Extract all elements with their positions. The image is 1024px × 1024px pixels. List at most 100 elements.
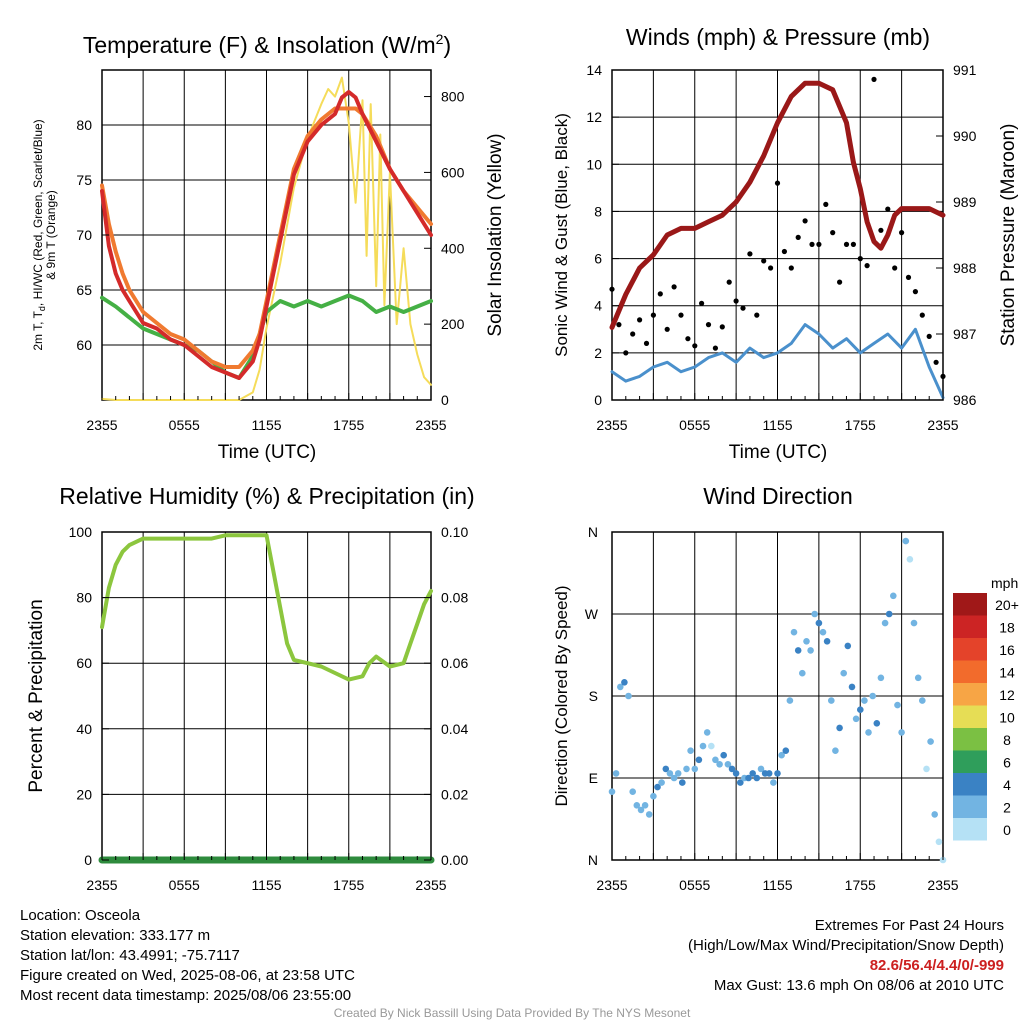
gust-point — [926, 333, 932, 339]
winds-ytick-label: 12 — [586, 109, 602, 125]
temp-xtick-label: 1155 — [251, 417, 281, 433]
max-gust: Max Gust: 13.6 mph On 08/06 at 2010 UTC — [713, 977, 1004, 994]
gust-point — [802, 218, 808, 224]
gust-point — [905, 274, 912, 280]
direction-point — [720, 751, 727, 759]
temp-ytick-label-right: 800 — [441, 89, 465, 105]
temp-series — [100, 76, 433, 401]
direction-point — [645, 811, 653, 818]
gust-point — [830, 230, 836, 236]
gust-point — [871, 76, 877, 82]
rh-ytick-label: 0 — [84, 852, 92, 868]
temp-ticks: 2355 0555 1155 1755 235560657075800200400600… — [76, 89, 464, 433]
colorbar-label: 8 — [1003, 732, 1011, 748]
direction-point — [902, 537, 910, 545]
winds-xlabel: Time (UTC) — [729, 442, 828, 463]
direction-point — [716, 761, 723, 768]
extremes-subtitle: (High/Low/Max Wind/Precipitation/Snow De… — [688, 937, 1004, 954]
gust-point — [726, 279, 732, 285]
colorbar-swatch — [953, 705, 987, 728]
temp-ytick-label: 60 — [76, 337, 92, 353]
direction-point — [869, 692, 876, 700]
winds-ylabel-left: Sonic Wind & Gust (Blue, Black) — [552, 113, 571, 357]
figure-created: Figure created on Wed, 2025-08-06, at 23… — [20, 967, 355, 984]
wdir-ytick-label: E — [589, 770, 598, 786]
direction-point — [803, 638, 810, 645]
direction-point — [778, 751, 785, 759]
gust-point — [616, 322, 622, 328]
direction-point — [890, 592, 897, 600]
colorbar-label: 20+ — [995, 597, 1019, 613]
direction-point — [815, 619, 823, 627]
rh-ytick-label-right: 0.08 — [441, 590, 468, 606]
temp-ytick-label: 80 — [76, 117, 92, 133]
colorbar-label: 4 — [1003, 777, 1011, 793]
rh-ylabel-left: Percent & Precipitation — [26, 599, 47, 792]
temp-xtick-label: 0555 — [169, 417, 200, 433]
wdir-ytick-label: N — [588, 524, 598, 540]
gust-point — [823, 201, 829, 207]
gust-point — [774, 180, 781, 186]
rh-ytick-label-right: 0.02 — [441, 786, 468, 802]
winds-ytick-label-right: 990 — [953, 128, 977, 144]
winds-ytick-label: 14 — [586, 62, 602, 78]
winds-ytick-label: 8 — [594, 203, 602, 219]
direction-point — [691, 765, 699, 773]
gust-point — [678, 312, 684, 318]
direction-point — [650, 792, 657, 800]
direction-point — [832, 747, 839, 754]
temp-xlabel: Time (UTC) — [218, 442, 317, 463]
gust-point — [788, 265, 794, 271]
direction-point — [687, 747, 694, 754]
direction-point — [807, 647, 814, 654]
gust-point — [692, 343, 698, 349]
gust-point — [609, 286, 615, 292]
gust-point — [781, 248, 788, 255]
direction-point — [753, 774, 761, 782]
gust-point — [637, 317, 643, 323]
station-elevation: Station elevation: 333.177 m — [20, 927, 211, 944]
direction-point — [844, 642, 852, 650]
series-pressure — [609, 80, 946, 330]
direction-point — [658, 779, 665, 786]
gust-point — [843, 241, 850, 247]
gust-point — [837, 279, 843, 285]
panel-temperature: Temperature (F) & Insolation (W/m2) 2355… — [31, 31, 506, 463]
winds-ytick-label-right: 988 — [953, 260, 977, 276]
station-info: Location: Osceola Station elevation: 333… — [20, 906, 355, 1006]
gust-point — [630, 331, 636, 337]
temp-xtick-label: 1755 — [333, 417, 364, 433]
gust-point — [878, 227, 884, 233]
winds-xtick-label: 2355 — [927, 417, 958, 433]
direction-point — [910, 619, 918, 627]
series-temp2m — [100, 90, 433, 380]
colorbar-label: 18 — [999, 620, 1015, 636]
rh-ytick-label-right: 0.04 — [441, 721, 468, 737]
direction-point — [683, 765, 690, 773]
gust-point — [768, 265, 774, 271]
temp-ytick-label-right: 200 — [441, 316, 465, 332]
colorbar-swatch — [953, 638, 987, 661]
direction-point — [679, 779, 686, 786]
direction-point — [699, 742, 707, 750]
direction-point — [786, 697, 794, 704]
gust-point — [754, 312, 760, 318]
direction-point — [745, 774, 752, 782]
gust-point — [699, 300, 705, 306]
direction-point — [906, 556, 914, 563]
direction-point — [873, 720, 881, 727]
wdir-xtick-label: 2355 — [596, 877, 627, 893]
rh-ytick-label-right: 0.06 — [441, 655, 468, 671]
extremes-values: 82.6/56.4/4.4/0/-999 — [869, 957, 1004, 974]
gust-point — [912, 289, 919, 295]
direction-point — [782, 747, 790, 754]
winds-ytick-label: 6 — [594, 251, 602, 267]
colorbar-swatch — [953, 615, 987, 638]
colorbar-unit: mph — [991, 575, 1018, 591]
gust-point — [719, 324, 725, 330]
panel-temperature-title: Temperature (F) & Insolation (W/m2) — [83, 31, 451, 58]
direction-point — [724, 761, 732, 768]
direction-point — [799, 669, 806, 677]
extremes-title: Extremes For Past 24 Hours — [814, 917, 1004, 934]
